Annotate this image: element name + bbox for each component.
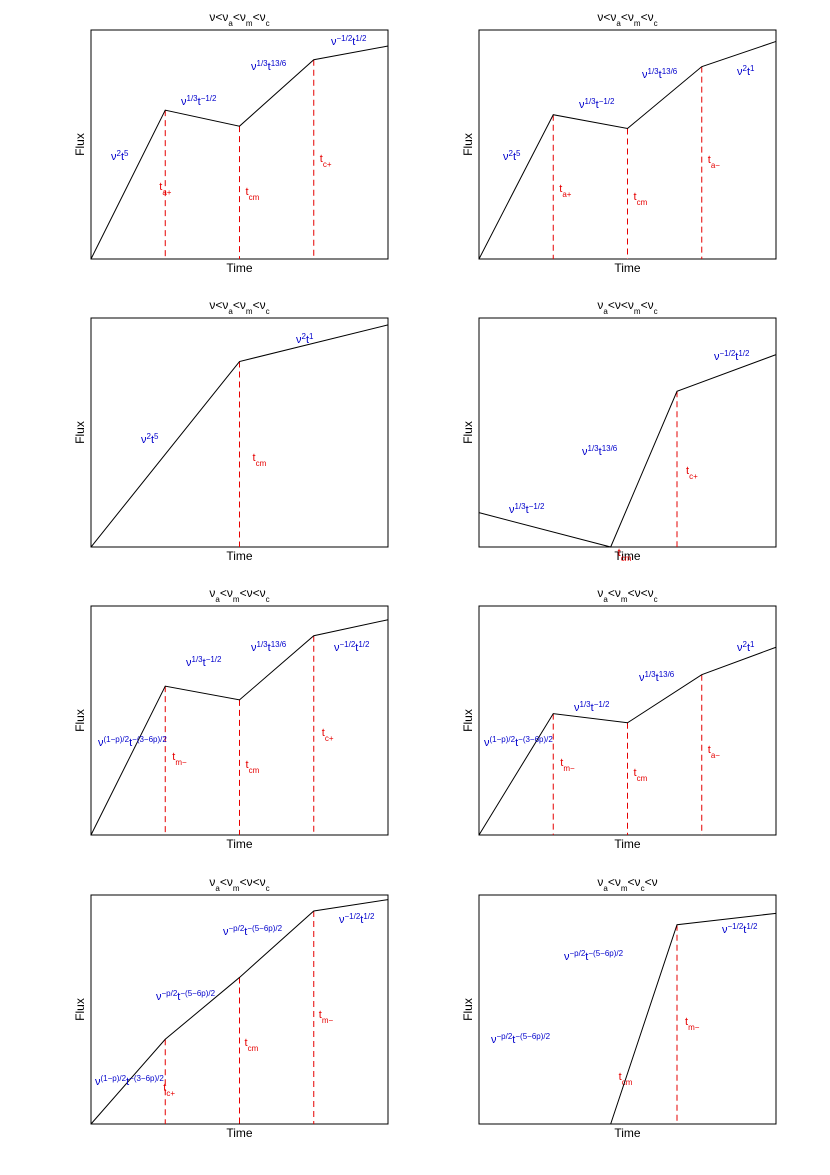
segment-label: ν1/3t13/6: [582, 444, 618, 459]
segment-label: ν1/3t13/6: [642, 67, 678, 82]
x-axis-label: Time: [226, 549, 253, 563]
segment-label: ν−p/2t−(5−6p)/2: [491, 1032, 551, 1047]
plot-frame: [478, 894, 777, 1125]
flux-curve: [90, 899, 389, 1125]
x-axis-label: Time: [614, 549, 641, 563]
marker-label: ta−: [708, 154, 721, 170]
marker-label: tc+: [322, 727, 334, 743]
marker-label: ta−: [708, 744, 721, 760]
flux-curve: [90, 45, 389, 260]
marker-label: tc+: [163, 1082, 175, 1098]
segment-label: ν1/3t13/6: [251, 640, 287, 655]
marker-label: tm−: [319, 1009, 334, 1025]
marker-label: ta+: [559, 183, 572, 199]
flux-curve: [478, 646, 777, 836]
plot-frame: [90, 894, 389, 1125]
marker-label: tcm: [634, 767, 648, 783]
segment-label: ν−1/2t1/2: [714, 349, 750, 364]
segment-label: ν(1−p)/2t−(3−6p)/2: [98, 735, 167, 750]
segment-label: ν1/3t−1/2: [186, 655, 222, 670]
segment-label: ν−p/2t−(5−6p)/2: [156, 989, 216, 1004]
marker-label: tcm: [618, 547, 632, 563]
panel-7: νa<νm<ν<νc Time Flux tc+ tcm tm− ν(1−p)/2t−(3−…: [73, 875, 389, 1140]
segment-label: ν2t5: [141, 432, 159, 447]
panel-title: ν<νa<νm<νc: [597, 10, 657, 28]
marker-label: ta+: [159, 181, 172, 197]
panel-1: ν<νa<νm<νc Time Flux ta+ tcm tc+ ν2t5 ν1/3t−1/2…: [73, 10, 389, 275]
marker-label: tcm: [619, 1071, 633, 1087]
panel-2: ν<νa<νm<νc Time Flux ta+ tcm ta− ν2t5 ν1/3t−1/2…: [461, 10, 777, 275]
segment-label: ν1/3t13/6: [251, 59, 287, 74]
plot-frame: [478, 29, 777, 260]
y-axis-label: Flux: [461, 709, 475, 732]
segment-label: ν1/3t−1/2: [181, 94, 217, 109]
segment-label: ν−1/2t1/2: [339, 912, 375, 927]
flux-curve: [90, 619, 389, 836]
segment-label: ν−p/2t−(5−6p)/2: [223, 924, 283, 939]
segment-label: ν2t1: [737, 64, 755, 79]
panel-title: νa<νm<ν<νc: [597, 586, 657, 604]
panel-title: ν<νa<νm<νc: [209, 298, 269, 316]
segment-label: ν(1−p)/2t−(3−6p)/2: [95, 1074, 164, 1089]
panel-6: νa<νm<ν<νc Time Flux tm− tcm ta− ν(1−p)/2t−(3−…: [461, 586, 777, 851]
marker-label: tcm: [634, 191, 648, 207]
y-axis-label: Flux: [73, 421, 87, 444]
segment-label: ν1/3t−1/2: [509, 502, 545, 517]
y-axis-label: Flux: [73, 133, 87, 156]
marker-label: tc+: [686, 465, 698, 481]
plot-frame: [90, 29, 389, 260]
panel-title: ν<νa<νm<νc: [209, 10, 269, 28]
segment-label: ν−1/2t1/2: [722, 922, 758, 937]
panel-title: νa<νm<ν<νc: [209, 875, 269, 893]
plot-frame: [478, 317, 777, 548]
y-axis-label: Flux: [461, 133, 475, 156]
segment-label: ν1/3t−1/2: [579, 97, 615, 112]
segment-label: ν2t1: [296, 332, 314, 347]
x-axis-label: Time: [226, 261, 253, 275]
panel-4: νa<ν<νm<νc Time Flux tcm tc+ ν1/3t−1/2 ν1/3t13…: [461, 298, 777, 563]
marker-label: tm−: [685, 1016, 700, 1032]
panel-8: νa<νm<νc<ν Time Flux tcm tm− ν−p/2t−(5−6p)/2 ν…: [461, 875, 777, 1140]
panel-title: νa<νm<ν<νc: [209, 586, 269, 604]
x-axis-label: Time: [614, 1126, 641, 1140]
y-axis-label: Flux: [73, 998, 87, 1021]
marker-label: tm−: [172, 751, 187, 767]
flux-curve: [478, 40, 777, 260]
marker-label: tc+: [320, 153, 332, 169]
marker-label: tcm: [246, 186, 260, 202]
plot-frame: [478, 605, 777, 836]
segment-label: ν1/3t−1/2: [574, 700, 610, 715]
segment-label: ν2t5: [111, 149, 129, 164]
marker-label: tcm: [253, 452, 267, 468]
flux-curve: [90, 324, 389, 548]
marker-label: tm−: [560, 757, 575, 773]
marker-label: tcm: [246, 759, 260, 775]
segment-label: ν−1/2t1/2: [334, 640, 370, 655]
marker-label: tcm: [245, 1037, 259, 1053]
segment-label: ν−1/2t1/2: [331, 34, 367, 49]
panel-title: νa<νm<νc<ν: [597, 875, 657, 893]
segment-label: ν(1−p)/2t−(3−6p)/2: [484, 735, 553, 750]
y-axis-label: Flux: [461, 421, 475, 444]
segment-label: ν2t5: [503, 149, 521, 164]
panel-title: νa<ν<νm<νc: [597, 298, 657, 316]
y-axis-label: Flux: [461, 998, 475, 1021]
x-axis-label: Time: [226, 1126, 253, 1140]
y-axis-label: Flux: [73, 709, 87, 732]
flux-curve: [478, 354, 777, 548]
x-axis-label: Time: [226, 837, 253, 851]
segment-label: ν−p/2t−(5−6p)/2: [564, 949, 624, 964]
x-axis-label: Time: [614, 261, 641, 275]
segment-label: ν2t1: [737, 640, 755, 655]
panel-5: νa<νm<ν<νc Time Flux tm− tcm tc+ ν(1−p)/2t−(3−…: [73, 586, 389, 851]
flux-curve: [479, 912, 777, 1125]
segment-label: ν1/3t13/6: [639, 670, 675, 685]
panel-3: ν<νa<νm<νc Time Flux tcm ν2t5 ν2t1: [73, 298, 389, 563]
x-axis-label: Time: [614, 837, 641, 851]
